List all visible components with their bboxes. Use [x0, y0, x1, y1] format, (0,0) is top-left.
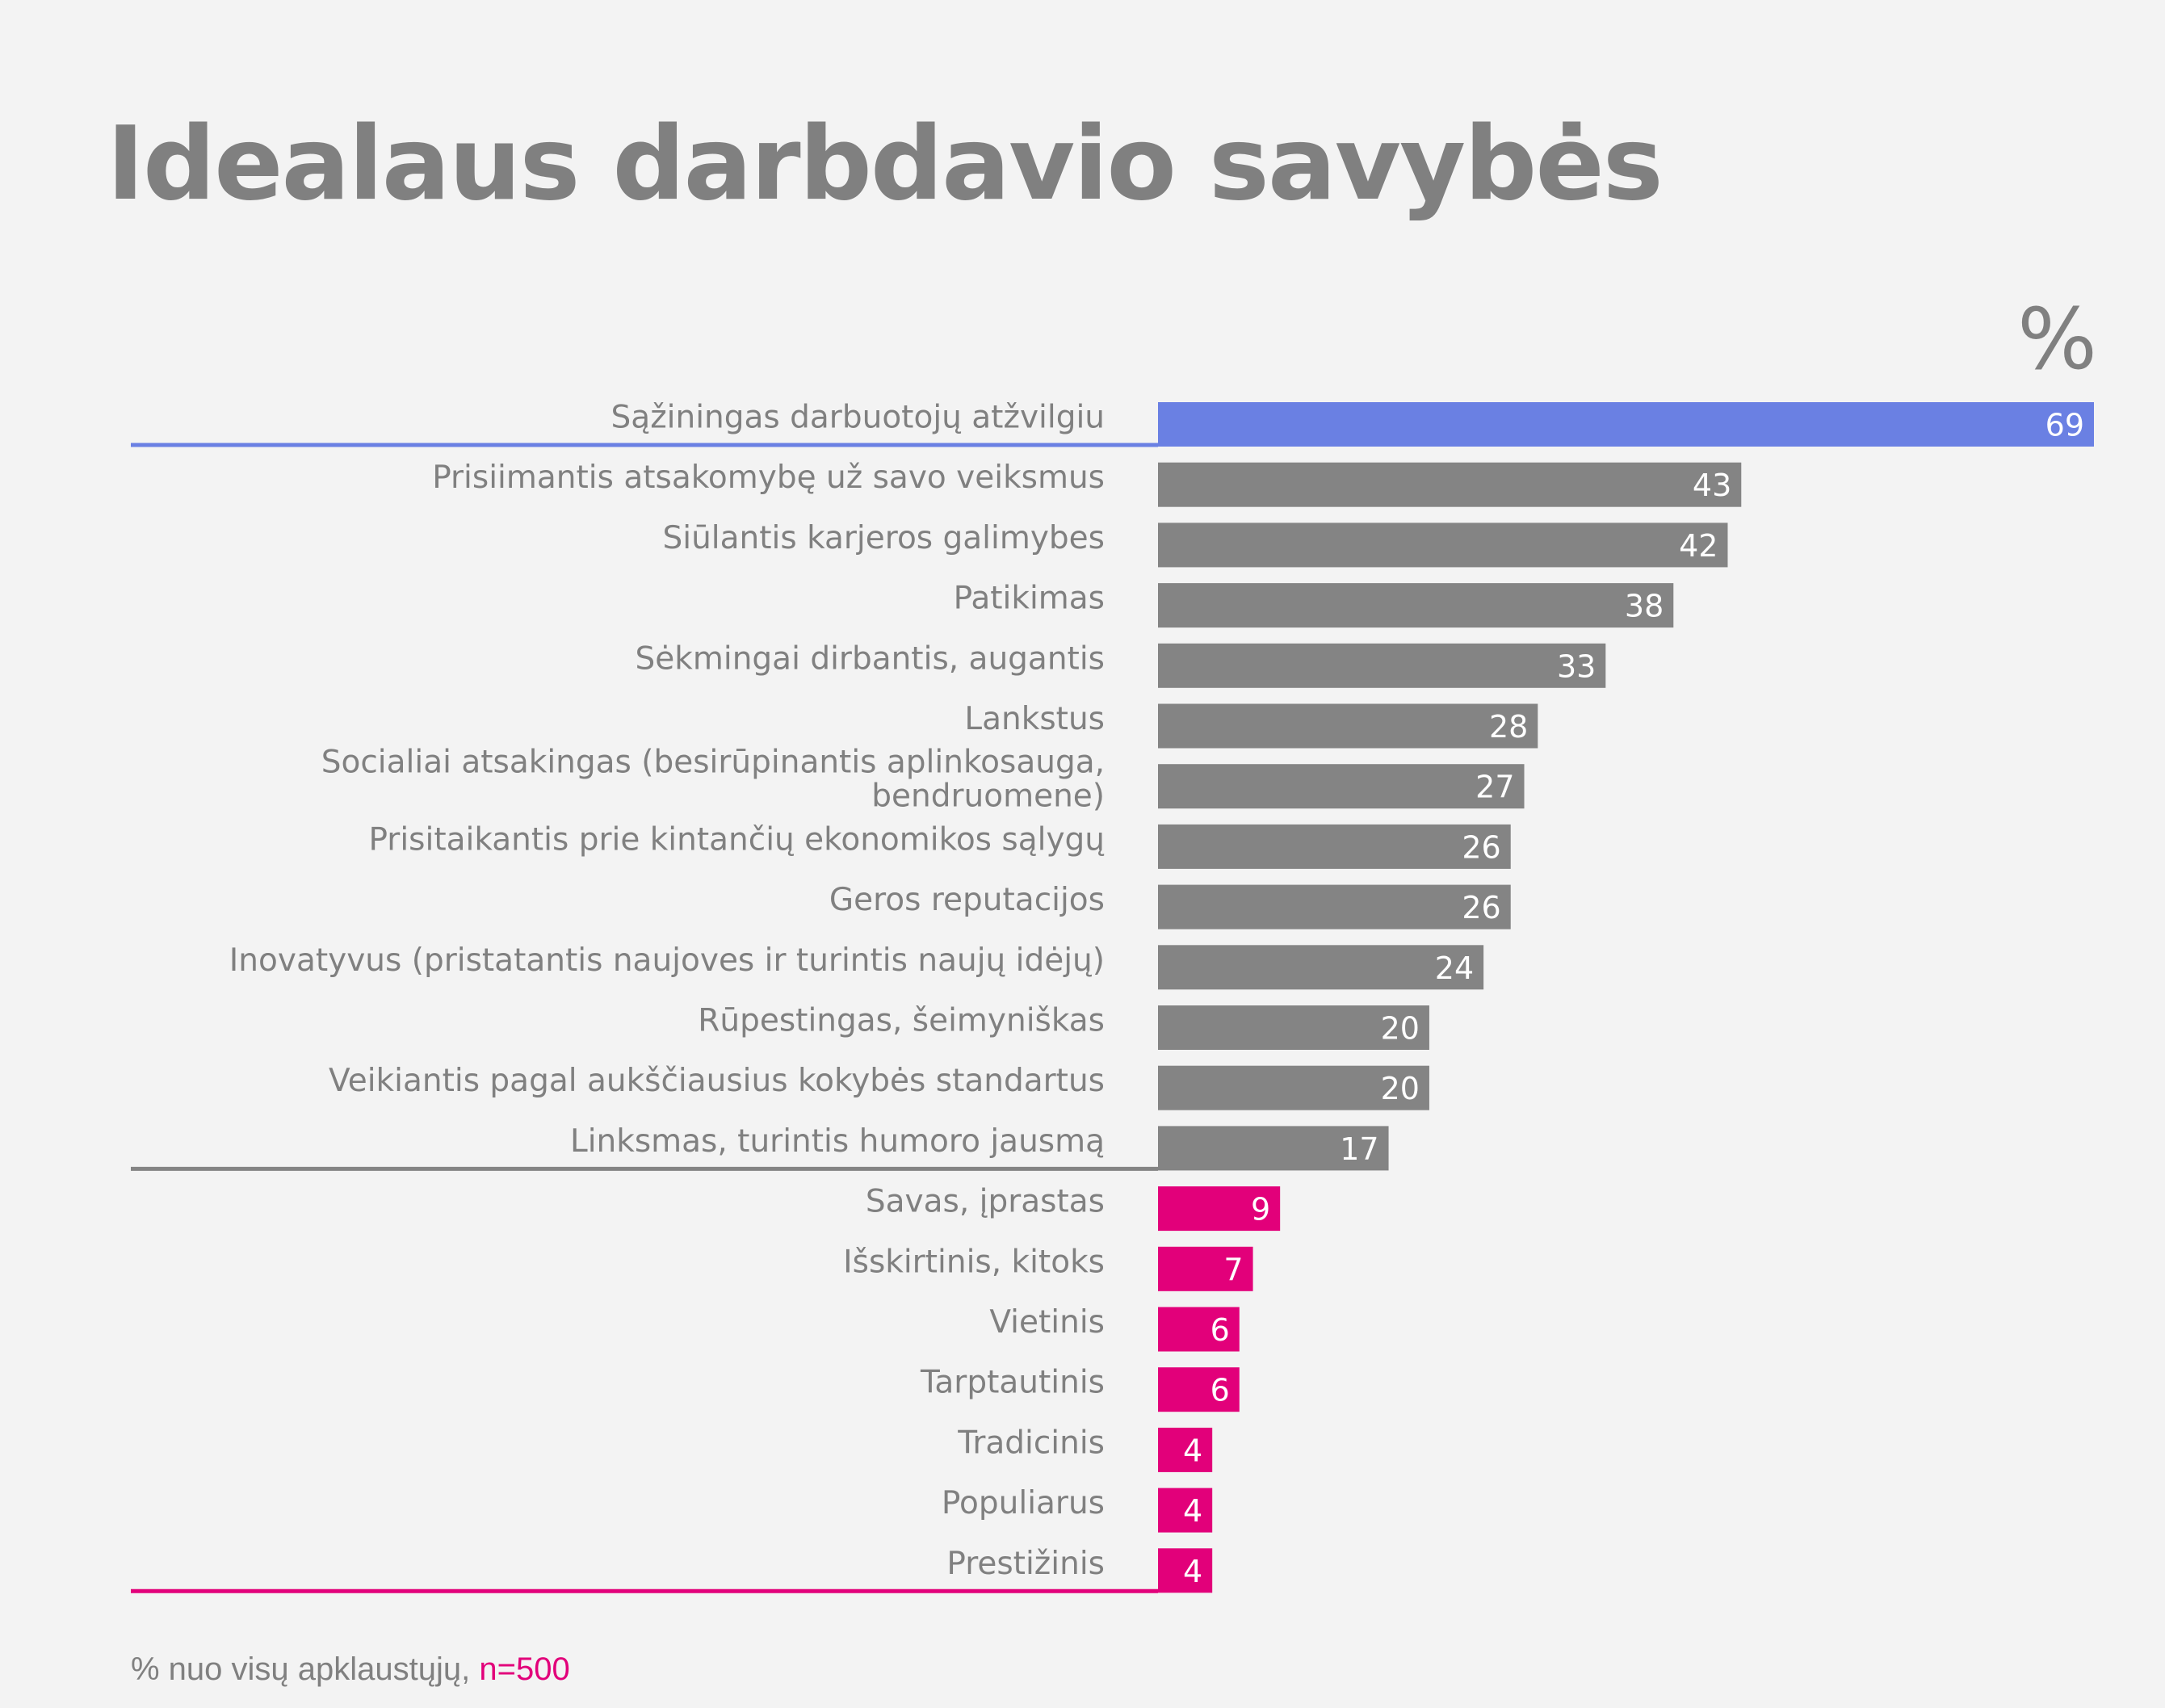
- bar-7: [1158, 764, 1525, 809]
- category-label: Veikiantis pagal aukščiausius kokybės st…: [329, 1063, 1105, 1099]
- category-label: Savas, įprastas: [866, 1184, 1105, 1220]
- bar-value-label: 9: [1251, 1192, 1270, 1227]
- footnote-text: % nuo visų apklaustųjų,: [131, 1651, 480, 1687]
- bar-value-label: 27: [1475, 770, 1514, 805]
- bar-value-label: 28: [1489, 709, 1528, 745]
- category-label: Siūlantis karjeros galimybes: [663, 520, 1106, 556]
- bar-value-label: 43: [1693, 468, 1731, 503]
- category-label: Sąžiningas darbuotojų atžvilgiu: [611, 400, 1105, 436]
- bar-14: [1158, 1186, 1281, 1232]
- bar-4: [1158, 583, 1674, 628]
- bar-value-label: 24: [1435, 951, 1474, 986]
- category-label: Socialiai atsakingas (besirūpinantis apl…: [321, 745, 1105, 781]
- bar-9: [1158, 884, 1511, 930]
- category-label: Patikimas: [954, 581, 1105, 617]
- bar-value-label: 7: [1223, 1252, 1243, 1287]
- sample-size: n=500: [479, 1651, 570, 1687]
- unit-label: %: [2017, 290, 2097, 388]
- bar-12: [1158, 1065, 1429, 1110]
- bar-value-label: 69: [2045, 408, 2084, 443]
- category-label: Geros reputacijos: [829, 882, 1105, 918]
- chart-title: Idealaus darbdavio savybės: [107, 104, 1664, 223]
- bar-1: [1158, 402, 2094, 447]
- bar-3: [1158, 522, 1728, 568]
- category-label: Tarptautinis: [920, 1365, 1105, 1401]
- bar-20: [1158, 1548, 1213, 1593]
- bar-10: [1158, 945, 1484, 990]
- bar-19: [1158, 1488, 1213, 1533]
- bar-value-label: 26: [1462, 890, 1500, 925]
- bar-value-label: 20: [1381, 1011, 1420, 1047]
- bar-18: [1158, 1427, 1213, 1472]
- bar-8: [1158, 824, 1511, 869]
- category-label: Sėkmingai dirbantis, augantis: [636, 640, 1105, 677]
- bar-value-label: 4: [1183, 1554, 1202, 1589]
- category-label: Linksmas, turintis humoro jausmą: [570, 1123, 1105, 1160]
- category-label: Tradicinis: [957, 1425, 1105, 1461]
- bar-16: [1158, 1307, 1240, 1352]
- bar-5: [1158, 643, 1606, 688]
- bar-value-label: 26: [1462, 829, 1500, 865]
- bar-13: [1158, 1126, 1389, 1171]
- bar-value-label: 4: [1183, 1493, 1202, 1529]
- bar-value-label: 4: [1183, 1433, 1202, 1468]
- category-label: Prisiimantis atsakomybę už savo veiksmus: [432, 460, 1105, 496]
- category-label: Prestižinis: [946, 1546, 1105, 1582]
- category-label: bendruomene): [871, 778, 1105, 815]
- category-label: Lankstus: [964, 701, 1105, 737]
- bar-value-label: 20: [1381, 1071, 1420, 1106]
- bar-value-label: 33: [1557, 648, 1596, 684]
- bar-2: [1158, 462, 1742, 507]
- bar-11: [1158, 1005, 1429, 1050]
- bar-value-label: 38: [1625, 589, 1664, 624]
- category-label: Vietinis: [989, 1304, 1105, 1341]
- category-label: Išskirtinis, kitoks: [843, 1244, 1105, 1280]
- footnote: % nuo visų apklaustųjų, n=500: [131, 1651, 570, 1688]
- bar-value-label: 6: [1210, 1312, 1230, 1348]
- category-label: Rūpestingas, šeimyniškas: [698, 1003, 1105, 1039]
- category-label: Inovatyvus (pristatantis naujoves ir tur…: [229, 942, 1105, 979]
- bar-15: [1158, 1246, 1253, 1291]
- bar-value-label: 17: [1340, 1131, 1378, 1167]
- bar-6: [1158, 703, 1538, 749]
- bar-value-label: 6: [1210, 1373, 1230, 1408]
- category-label: Populiarus: [942, 1485, 1105, 1521]
- bar-17: [1158, 1367, 1240, 1412]
- bar-value-label: 42: [1679, 528, 1718, 564]
- category-label: Prisitaikantis prie kintančių ekonomikos…: [368, 821, 1105, 858]
